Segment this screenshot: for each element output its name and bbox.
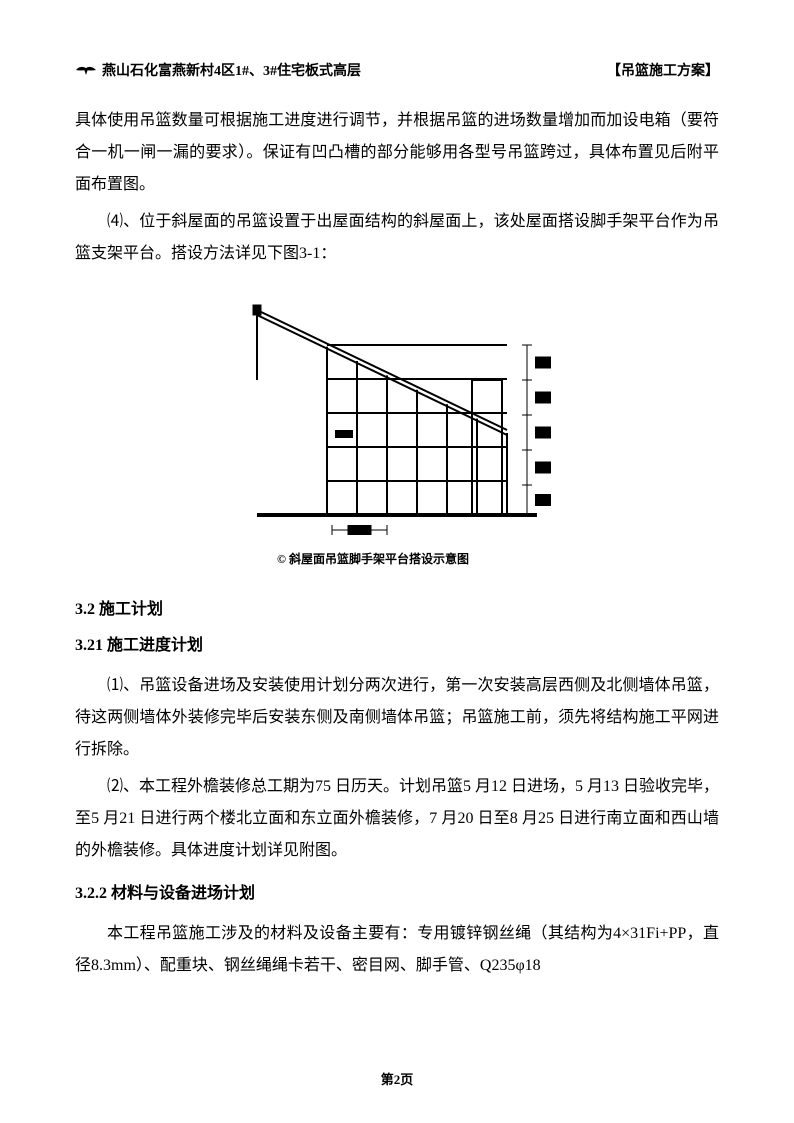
paragraph-4: ⑵、本工程外檐装修总工期为75 日历天。计划吊篮5 月12 日进场，5 月13 … (75, 771, 719, 867)
diagram-container: © 斜屋面吊篮脚手架平台搭设示意图 (75, 285, 719, 575)
header-left: 燕山石化富燕新村4区1#、3#住宅板式高层 (75, 60, 361, 80)
paragraph-1: 具体使用吊篮数量可根据施工进度进行调节，并根据吊篮的进场数量增加而加设电箱（要符… (75, 105, 719, 201)
heading-3-2: 3.2 施工计划 (75, 595, 719, 619)
paragraph-5: 本工程吊篮施工涉及的材料及设备主要有：专用镀锌钢丝绳（其结构为4×31Fi+PP… (75, 918, 719, 982)
header-title-right: 【吊篮施工方案】 (607, 60, 719, 80)
heading-3-2-1: 3.21 施工进度计划 (75, 631, 719, 655)
page-header: 燕山石化富燕新村4区1#、3#住宅板式高层 【吊篮施工方案】 (75, 60, 719, 80)
paragraph-2: ⑷、位于斜屋面的吊篮设置于出屋面结构的斜屋面上，该处屋面搭设脚手架平台作为吊篮支… (75, 206, 719, 270)
paragraph-3: ⑴、吊篮设备进场及安装使用计划分两次进行，第一次安装高层西侧及北侧墙体吊篮，待这… (75, 670, 719, 766)
bird-icon (75, 62, 97, 78)
header-title-left: 燕山石化富燕新村4区1#、3#住宅板式高层 (102, 60, 361, 80)
svg-text:© 斜屋面吊篮脚手架平台搭设示意图: © 斜屋面吊篮脚手架平台搭设示意图 (277, 551, 469, 566)
page-number: 第2页 (0, 1069, 794, 1088)
heading-3-2-2: 3.2.2 材料与设备进场计划 (75, 879, 719, 903)
scaffold-diagram: © 斜屋面吊篮脚手架平台搭设示意图 (227, 285, 567, 575)
